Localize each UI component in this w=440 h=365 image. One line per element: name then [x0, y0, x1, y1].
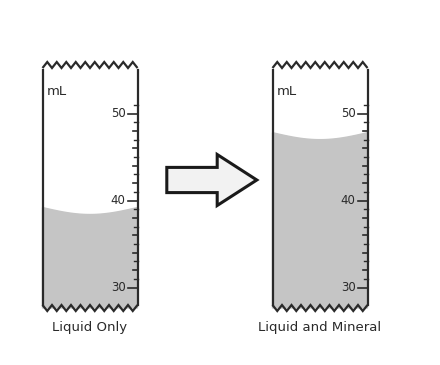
Text: 50: 50: [341, 107, 356, 120]
Text: 30: 30: [341, 281, 356, 294]
Polygon shape: [167, 154, 257, 205]
Polygon shape: [43, 208, 137, 308]
Text: mL: mL: [276, 85, 297, 98]
Text: 30: 30: [111, 281, 125, 294]
Text: Liquid Only: Liquid Only: [52, 320, 128, 334]
Text: Liquid and Mineral: Liquid and Mineral: [258, 320, 381, 334]
Text: 50: 50: [111, 107, 125, 120]
Text: 40: 40: [110, 194, 125, 207]
Text: mL: mL: [47, 85, 66, 98]
Polygon shape: [272, 132, 367, 308]
Text: 40: 40: [341, 194, 356, 207]
